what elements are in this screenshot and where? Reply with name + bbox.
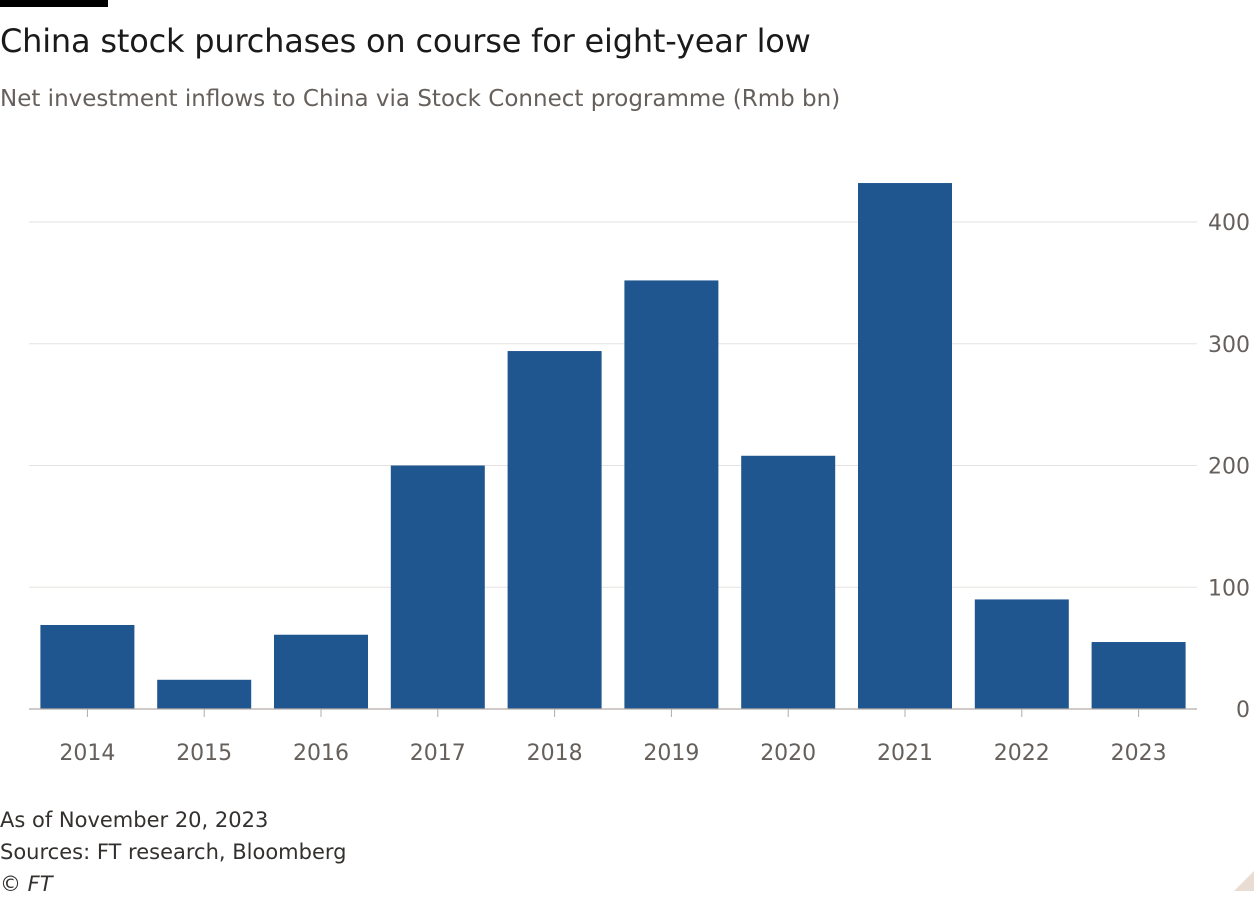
bar-2018 bbox=[507, 351, 602, 709]
bar-2022 bbox=[974, 599, 1069, 709]
bar-2014 bbox=[40, 624, 135, 709]
x-tick-label: 2022 bbox=[994, 741, 1050, 766]
x-tick-label: 2016 bbox=[293, 741, 349, 766]
x-tick-label: 2020 bbox=[760, 741, 816, 766]
bar-2016 bbox=[274, 634, 368, 709]
bar-2020 bbox=[741, 455, 836, 709]
y-tick-label: 0 bbox=[1236, 698, 1250, 723]
bar-2019 bbox=[624, 280, 719, 709]
x-tick-label: 2023 bbox=[1111, 741, 1167, 766]
source-note: Sources: FT research, Bloomberg bbox=[0, 840, 347, 864]
y-axis: 0 100 200 300 400 bbox=[1208, 211, 1250, 723]
bar-2021 bbox=[858, 183, 952, 710]
bar-2015 bbox=[157, 679, 252, 709]
corner-decoration bbox=[1234, 871, 1254, 891]
x-tick-label: 2017 bbox=[410, 741, 466, 766]
bars bbox=[40, 183, 1186, 710]
y-tick-label: 100 bbox=[1208, 576, 1250, 601]
y-tick-label: 300 bbox=[1208, 333, 1250, 358]
y-tick-label: 400 bbox=[1208, 211, 1250, 236]
bar-2023 bbox=[1091, 642, 1186, 709]
footnote: As of November 20, 2023 bbox=[0, 808, 269, 832]
x-tick-label: 2015 bbox=[176, 741, 232, 766]
gridlines bbox=[29, 221, 1197, 588]
x-tick-label: 2019 bbox=[643, 741, 699, 766]
y-tick-label: 200 bbox=[1208, 455, 1250, 480]
chart-subtitle: Net investment inflows to China via Stoc… bbox=[0, 86, 841, 112]
bar-2017 bbox=[390, 465, 485, 709]
x-tick-label: 2014 bbox=[59, 741, 115, 766]
copyright: © FT bbox=[0, 872, 53, 896]
x-tick-label: 2021 bbox=[877, 741, 933, 766]
x-tick-label: 2018 bbox=[527, 741, 583, 766]
x-axis: 2014 2015 2016 2017 2018 2019 2020 2021 2022 2023 bbox=[29, 708, 1197, 766]
chart-title: China stock purchases on course for eigh… bbox=[0, 22, 811, 60]
brand-bar bbox=[0, 0, 108, 7]
